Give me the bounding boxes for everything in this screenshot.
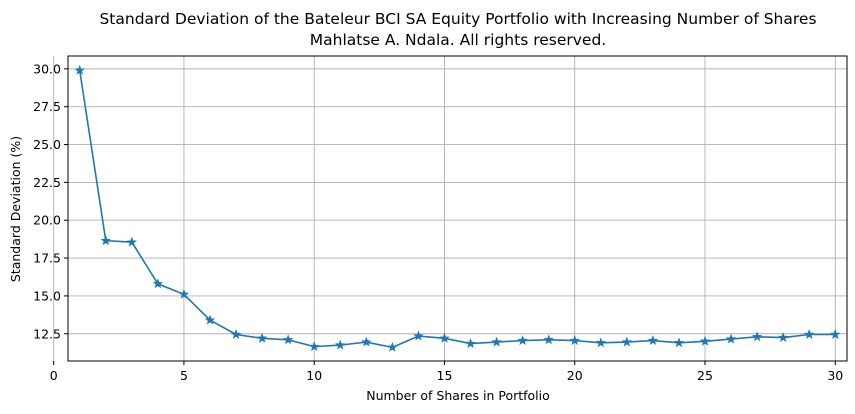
data-point [621,336,633,347]
y-tick-label: 15.0 [33,288,61,303]
data-point [647,335,659,345]
x-tick-label: 20 [567,368,583,383]
chart-subtitle: Mahlatse A. Ndala. All rights reserved. [310,31,606,49]
x-tick-label: 25 [697,368,713,383]
x-tick-label: 10 [306,368,322,383]
x-tick-label: 0 [50,368,58,383]
data-point [751,331,763,342]
series-line [78,70,836,349]
y-axis-label: Standard Deviation (%) [8,136,23,282]
x-tick-label: 5 [180,368,188,383]
data-point [804,329,815,339]
y-tick-label: 12.5 [33,326,61,341]
data-point [569,335,580,345]
data-point [830,329,841,339]
data-point [74,64,85,75]
data-point [543,334,554,345]
data-point [308,341,320,352]
grid [53,56,847,361]
data-point [465,338,476,349]
data-point [282,334,294,345]
y-tick-label: 17.5 [33,251,61,266]
data-point [230,329,242,339]
data-point [256,332,268,343]
data-point [387,341,398,352]
data-point [491,336,502,347]
x-axis: 0 5 10 15 20 25 30 [50,361,843,383]
chart-title: Standard Deviation of the Bateleur BCI S… [99,10,816,28]
y-tick-label: 20.0 [33,213,61,228]
data-point [361,336,372,347]
data-point [777,332,789,342]
data-point [413,330,424,341]
data-point [204,314,216,325]
y-axis: 12.5 15.0 17.5 20.0 22.5 25.0 27.5 30.0 [33,61,68,341]
x-tick-label: 30 [827,368,843,383]
y-tick-label: 27.5 [33,99,61,114]
data-point [595,337,607,348]
data-point [100,235,111,246]
data-point [725,333,737,344]
x-axis-label: Number of Shares in Portfolio [366,388,550,403]
data-point [178,288,190,299]
x-tick-label: 15 [437,368,453,383]
y-tick-label: 25.0 [33,137,61,152]
data-point [126,236,138,247]
data-point [517,335,528,345]
y-tick-label: 30.0 [33,61,61,76]
data-point [439,332,450,343]
data-point [335,339,346,350]
plot-frame [67,55,848,362]
data-point [673,337,685,348]
data-point [152,278,164,289]
data-point [699,335,711,346]
y-tick-label: 22.5 [33,175,61,190]
series-markers [74,64,841,352]
